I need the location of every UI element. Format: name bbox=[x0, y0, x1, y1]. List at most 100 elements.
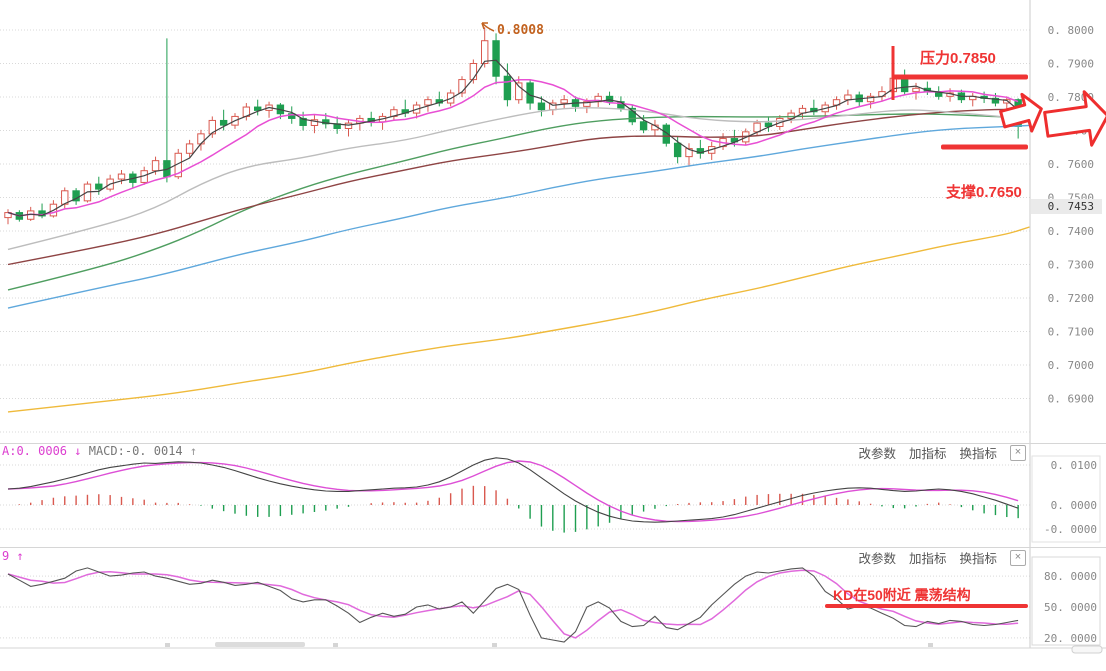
svg-text:0. 7900: 0. 7900 bbox=[1048, 58, 1094, 71]
kd-50-line bbox=[825, 604, 1028, 608]
svg-text:0. 7100: 0. 7100 bbox=[1048, 326, 1094, 339]
trend-arrows bbox=[999, 90, 1106, 147]
candle bbox=[95, 183, 103, 190]
candles-layer bbox=[4, 27, 1022, 225]
svg-text:0. 7600: 0. 7600 bbox=[1048, 158, 1094, 171]
candle bbox=[254, 106, 262, 111]
candle bbox=[117, 173, 126, 180]
candle bbox=[583, 101, 591, 107]
ma-green bbox=[7, 113, 1030, 291]
ma-gray bbox=[7, 107, 1030, 251]
macd-axis: 0. 0100 0. 0000 -0. 0000 bbox=[1044, 459, 1097, 536]
switch-indicator-button[interactable]: 换指标 bbox=[959, 552, 997, 566]
kd-annotation: KD在50附近 震荡结构 bbox=[833, 587, 971, 603]
candle bbox=[219, 119, 228, 126]
kd-axis: 80. 0000 50. 0000 20. 0000 bbox=[1044, 570, 1097, 645]
svg-text:80. 0000: 80. 0000 bbox=[1044, 570, 1097, 583]
candle bbox=[685, 148, 693, 158]
candle bbox=[639, 121, 648, 131]
candle bbox=[458, 79, 466, 94]
down-arrow-icon: ↓ bbox=[74, 444, 82, 458]
candle bbox=[310, 119, 319, 126]
kd-header: 9 ↑ bbox=[2, 549, 24, 563]
kd-d-value: 9 bbox=[2, 549, 10, 563]
macd-layer bbox=[0, 457, 1030, 533]
candle bbox=[492, 40, 500, 77]
candle bbox=[4, 212, 12, 219]
candle bbox=[288, 113, 296, 119]
candle bbox=[72, 190, 80, 202]
candle bbox=[662, 124, 670, 144]
candle bbox=[753, 122, 761, 133]
change-params-button[interactable]: 改参数 bbox=[858, 447, 896, 461]
current-price-tag: 0. 7453 bbox=[1031, 199, 1102, 214]
svg-text:0. 7200: 0. 7200 bbox=[1048, 292, 1094, 305]
macd-value: MACD:-0. 0014 bbox=[88, 444, 183, 458]
svg-text:0. 7300: 0. 7300 bbox=[1048, 259, 1094, 272]
candle bbox=[185, 143, 194, 154]
candle bbox=[900, 77, 909, 93]
peak-price-label: 0.8008 bbox=[497, 23, 544, 38]
candle bbox=[424, 99, 432, 106]
close-icon[interactable]: × bbox=[1010, 549, 1026, 566]
ma-lines-layer bbox=[7, 59, 1030, 413]
support-annotation: 支撑0.7650 bbox=[946, 184, 1022, 201]
candle bbox=[151, 160, 160, 172]
add-indicator-button[interactable]: 加指标 bbox=[908, 552, 947, 566]
ma-yellow bbox=[7, 226, 1030, 413]
k-line bbox=[7, 567, 1019, 643]
ma-darkred bbox=[7, 108, 1030, 266]
add-indicator-button[interactable]: 加指标 bbox=[908, 447, 947, 461]
resistance-annotation: 压力0.7850 bbox=[920, 50, 996, 67]
svg-text:0. 0000: 0. 0000 bbox=[1051, 499, 1097, 512]
candle bbox=[844, 94, 852, 101]
svg-text:20. 0000: 20. 0000 bbox=[1044, 632, 1097, 645]
candle bbox=[560, 99, 568, 104]
svg-text:0. 8000: 0. 8000 bbox=[1048, 24, 1094, 37]
candle bbox=[344, 122, 353, 129]
candle bbox=[197, 133, 205, 145]
kd-layer bbox=[0, 567, 1030, 643]
candle bbox=[503, 75, 512, 101]
candle bbox=[1003, 99, 1011, 104]
macd-dea-value: A:0. 0006 bbox=[2, 444, 68, 458]
annotation-layer bbox=[481, 22, 1028, 150]
right-arrow-icon bbox=[999, 92, 1043, 133]
ma-blue bbox=[7, 124, 1030, 309]
candle bbox=[764, 122, 773, 127]
candle bbox=[787, 112, 795, 119]
close-icon[interactable]: × bbox=[1010, 444, 1026, 461]
change-params-button[interactable]: 改参数 bbox=[858, 552, 896, 566]
dea-line bbox=[7, 460, 1019, 523]
candle bbox=[481, 40, 489, 65]
candle bbox=[912, 87, 920, 93]
svg-text:-0. 0000: -0. 0000 bbox=[1044, 523, 1097, 536]
candle bbox=[322, 119, 330, 125]
candle bbox=[299, 117, 307, 126]
right-arrow-icon bbox=[1043, 90, 1106, 147]
ma-mid-magenta bbox=[7, 79, 1019, 217]
ma-fast-black bbox=[7, 59, 1019, 217]
candle bbox=[515, 82, 523, 101]
up-arrow-icon: ↑ bbox=[16, 549, 24, 563]
candle bbox=[469, 63, 478, 81]
d-line bbox=[7, 569, 1019, 639]
macd-header: A:0. 0006 ↓ MACD:-0. 0014 ↑ bbox=[2, 444, 197, 458]
up-arrow-icon: ↑ bbox=[189, 444, 198, 458]
price-gridlines bbox=[0, 29, 1030, 433]
candle bbox=[628, 107, 636, 123]
svg-text:0. 7000: 0. 7000 bbox=[1048, 359, 1094, 372]
kd-toolbar: 改参数 加指标 换指标 × bbox=[858, 548, 1026, 567]
candle bbox=[991, 97, 1000, 104]
dif-line bbox=[7, 457, 1019, 523]
svg-text:50. 0000: 50. 0000 bbox=[1044, 601, 1097, 614]
candle bbox=[866, 95, 875, 103]
switch-indicator-button[interactable]: 换指标 bbox=[959, 447, 997, 461]
h-scrollbar[interactable] bbox=[165, 642, 1103, 654]
svg-text:0. 7400: 0. 7400 bbox=[1048, 225, 1094, 238]
candle bbox=[537, 102, 546, 111]
candle bbox=[673, 142, 682, 158]
